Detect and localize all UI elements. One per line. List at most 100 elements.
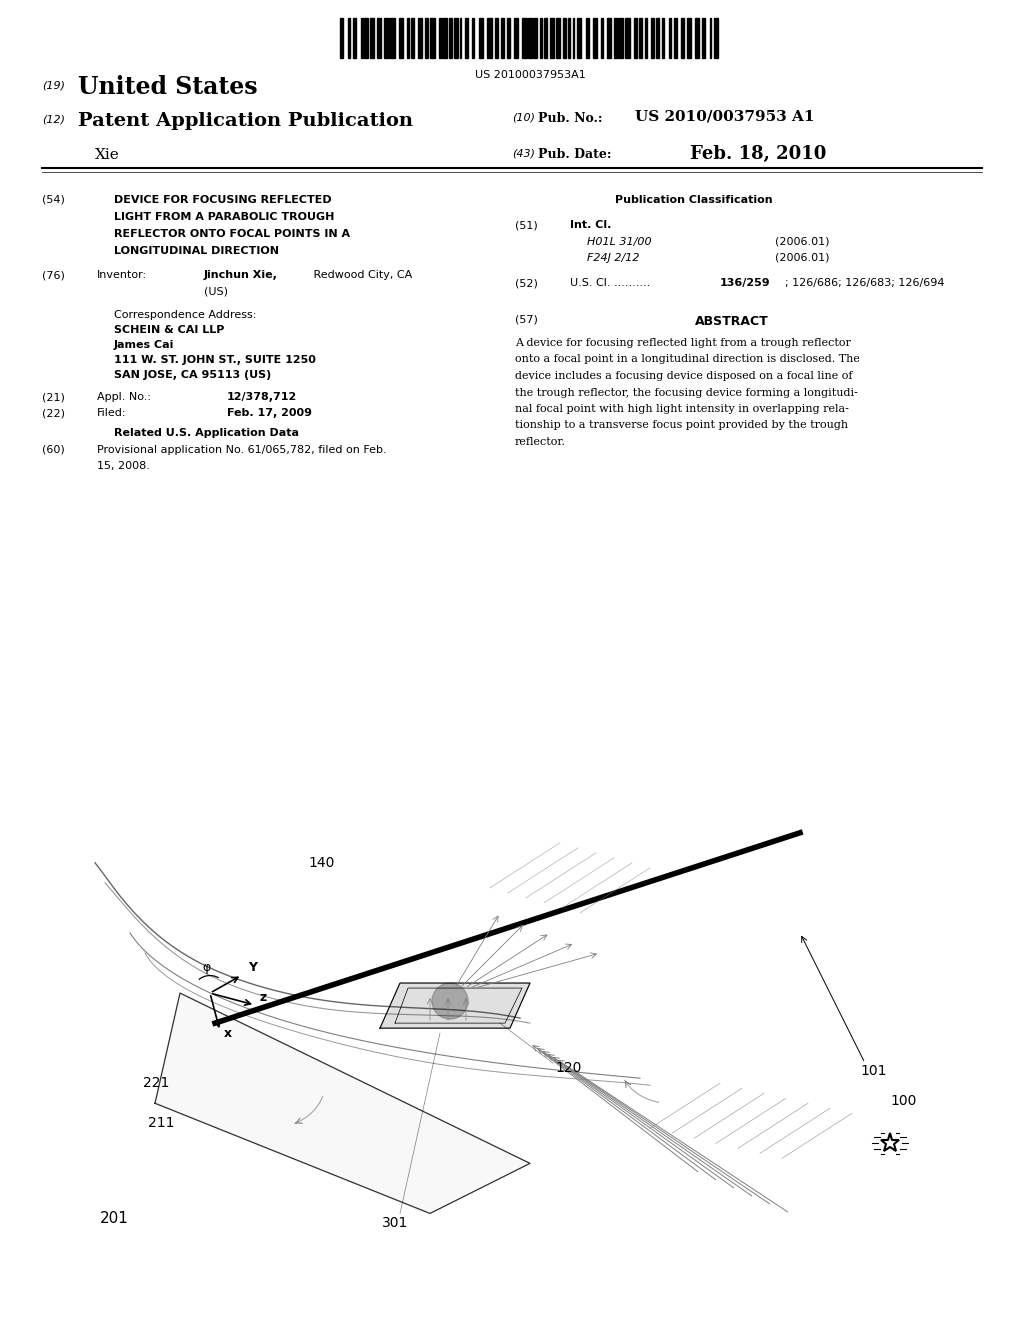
Bar <box>644 18 647 58</box>
Text: 140: 140 <box>308 855 335 870</box>
Bar <box>651 18 654 58</box>
Text: 221: 221 <box>143 1076 169 1090</box>
Bar <box>601 18 603 58</box>
Bar <box>412 18 414 58</box>
Text: Pub. No.:: Pub. No.: <box>538 112 602 125</box>
Text: Appl. No.:: Appl. No.: <box>97 392 151 403</box>
Circle shape <box>432 983 468 1019</box>
Text: DEVICE FOR FOCUSING REFLECTED: DEVICE FOR FOCUSING REFLECTED <box>114 195 332 205</box>
Text: (57): (57) <box>515 315 538 325</box>
Text: (21): (21) <box>42 392 65 403</box>
Polygon shape <box>380 983 530 1028</box>
Text: Pub. Date:: Pub. Date: <box>538 148 611 161</box>
Bar <box>714 18 718 58</box>
Text: LIGHT FROM A PARABOLIC TROUGH: LIGHT FROM A PARABOLIC TROUGH <box>114 213 335 222</box>
Text: Redwood City, CA: Redwood City, CA <box>310 271 413 280</box>
Text: F24J 2/12: F24J 2/12 <box>587 253 640 263</box>
Text: 100: 100 <box>890 1094 916 1109</box>
Bar <box>674 18 677 58</box>
Text: 301: 301 <box>382 1217 409 1230</box>
Bar <box>626 18 630 58</box>
Bar <box>534 18 537 58</box>
Text: (2006.01): (2006.01) <box>775 238 829 247</box>
Polygon shape <box>155 993 530 1213</box>
Text: tionship to a transverse focus point provided by the trough: tionship to a transverse focus point pro… <box>515 421 848 430</box>
Text: 136/259: 136/259 <box>720 279 771 288</box>
Bar <box>528 18 531 58</box>
Bar <box>701 18 706 58</box>
Text: 111 W. ST. JOHN ST., SUITE 1250: 111 W. ST. JOHN ST., SUITE 1250 <box>114 355 315 366</box>
Bar <box>479 18 483 58</box>
Text: United States: United States <box>78 75 258 99</box>
Bar <box>465 18 468 58</box>
Bar <box>442 18 446 58</box>
Text: 201: 201 <box>100 1210 129 1226</box>
Text: H01L 31/00: H01L 31/00 <box>587 238 651 247</box>
Text: Xie: Xie <box>95 148 120 162</box>
Bar <box>687 18 691 58</box>
Bar <box>460 18 462 58</box>
Text: SAN JOSE, CA 95113 (US): SAN JOSE, CA 95113 (US) <box>114 370 271 380</box>
Text: ABSTRACT: ABSTRACT <box>695 315 769 327</box>
Text: reflector.: reflector. <box>515 437 566 447</box>
Text: Inventor:: Inventor: <box>97 271 147 280</box>
Text: (51): (51) <box>515 220 538 230</box>
Text: z: z <box>260 991 267 1005</box>
Bar <box>662 18 665 58</box>
Bar <box>556 18 560 58</box>
Text: (54): (54) <box>42 195 65 205</box>
Bar <box>655 18 659 58</box>
Bar <box>577 18 582 58</box>
Text: 120: 120 <box>555 1061 582 1076</box>
Text: (22): (22) <box>42 408 65 418</box>
Text: Y: Y <box>248 961 257 974</box>
Bar <box>695 18 699 58</box>
Text: (19): (19) <box>42 81 65 90</box>
Text: nal focal point with high light intensity in overlapping rela-: nal focal point with high light intensit… <box>515 404 849 414</box>
Text: SCHEIN & CAI LLP: SCHEIN & CAI LLP <box>114 325 224 335</box>
Text: (12): (12) <box>42 115 65 125</box>
Text: Jinchun Xie,: Jinchun Xie, <box>204 271 278 280</box>
Bar <box>340 18 343 58</box>
Text: ; 126/686; 126/683; 126/694: ; 126/686; 126/683; 126/694 <box>785 279 944 288</box>
Bar <box>348 18 349 58</box>
Text: US 2010/0037953 A1: US 2010/0037953 A1 <box>635 110 814 124</box>
Text: 101: 101 <box>860 1064 887 1078</box>
Bar <box>618 18 623 58</box>
Bar <box>472 18 474 58</box>
Text: device includes a focusing device disposed on a focal line of: device includes a focusing device dispos… <box>515 371 853 381</box>
Bar <box>568 18 570 58</box>
Text: φ: φ <box>202 961 210 974</box>
Text: REFLECTOR ONTO FOCAL POINTS IN A: REFLECTOR ONTO FOCAL POINTS IN A <box>114 228 350 239</box>
Text: (43): (43) <box>512 148 535 158</box>
Text: James Cai: James Cai <box>114 341 174 350</box>
Bar <box>353 18 356 58</box>
Bar <box>439 18 440 58</box>
Bar <box>418 18 423 58</box>
Bar <box>614 18 616 58</box>
Bar <box>550 18 554 58</box>
Text: x: x <box>224 1027 232 1040</box>
Bar <box>572 18 574 58</box>
Bar <box>586 18 589 58</box>
Bar <box>450 18 452 58</box>
Bar <box>425 18 428 58</box>
Text: 12/378,712: 12/378,712 <box>227 392 297 403</box>
Bar <box>454 18 458 58</box>
Bar <box>681 18 684 58</box>
Bar <box>507 18 510 58</box>
Bar <box>365 18 368 58</box>
Bar <box>593 18 597 58</box>
Bar <box>407 18 410 58</box>
Text: Feb. 18, 2010: Feb. 18, 2010 <box>690 145 826 162</box>
Bar <box>430 18 434 58</box>
Text: Provisional application No. 61/065,782, filed on Feb.: Provisional application No. 61/065,782, … <box>97 445 387 455</box>
Text: (52): (52) <box>515 279 538 288</box>
Text: onto a focal point in a longitudinal direction is disclosed. The: onto a focal point in a longitudinal dir… <box>515 355 860 364</box>
Text: Publication Classification: Publication Classification <box>615 195 773 205</box>
Text: (US): (US) <box>204 286 228 297</box>
Bar <box>487 18 492 58</box>
Text: the trough reflector, the focusing device forming a longitudi-: the trough reflector, the focusing devic… <box>515 388 858 397</box>
Bar <box>496 18 498 58</box>
Text: LONGITUDINAL DIRECTION: LONGITUDINAL DIRECTION <box>114 246 279 256</box>
